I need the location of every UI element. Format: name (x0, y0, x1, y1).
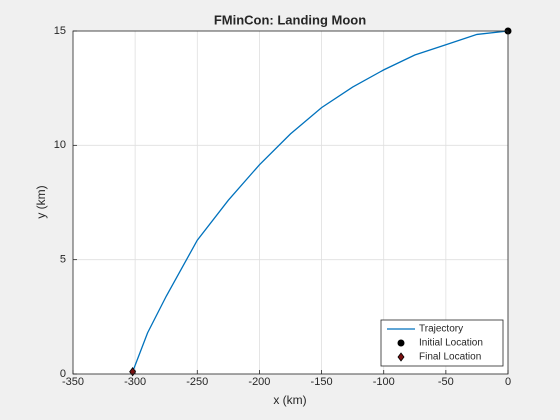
legend-label: Trajectory (419, 324, 463, 335)
y-axis-label: y (km) (34, 185, 48, 218)
x-tick-label: -100 (373, 376, 395, 388)
x-tick-label: -50 (438, 376, 454, 388)
legend-label: Final Location (419, 352, 481, 363)
x-tick-label: -250 (186, 376, 208, 388)
chart-title: FMinCon: Landing Moon (214, 12, 366, 27)
marker (397, 352, 405, 362)
x-tick-label: -200 (248, 376, 270, 388)
x-axis-label: x (km) (273, 393, 306, 407)
y-tick-label: 5 (60, 254, 66, 266)
x-tick-label: -350 (62, 376, 84, 388)
x-tick-label: -300 (124, 376, 146, 388)
x-tick-label: -150 (311, 376, 333, 388)
y-tick-label: 15 (54, 25, 66, 37)
y-tick-label: 10 (54, 139, 66, 151)
legend-label: Initial Location (419, 338, 483, 349)
x-tick-label: 0 (505, 376, 511, 388)
plot-area (73, 31, 508, 374)
axes-box (72, 30, 509, 375)
trajectory-line (132, 30, 509, 372)
legend: Trajectory Initial Location Final Location (380, 319, 504, 367)
y-tick-label: 0 (60, 368, 66, 380)
marker (397, 339, 405, 347)
